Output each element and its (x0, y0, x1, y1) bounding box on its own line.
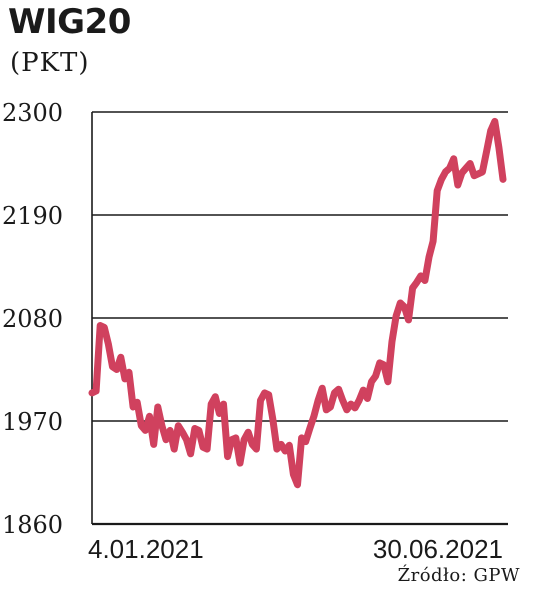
y-tick-label: 1970 (2, 408, 63, 436)
y-tick-label: 2080 (2, 305, 63, 333)
series-layer (88, 117, 507, 489)
x-tick-label: 4.01.2021 (88, 534, 204, 564)
y-tick-label: 1860 (2, 511, 63, 539)
x-axis-ticks: 4.01.2021 30.06.2021 (88, 534, 503, 564)
chart-subtitle: (PKT) (10, 48, 90, 78)
y-tick-label: 2190 (2, 202, 63, 230)
series-line (88, 117, 507, 489)
gridlines (91, 111, 508, 526)
chart-title: WIG20 (8, 2, 131, 42)
source-note: Źródło: GPW (397, 565, 520, 586)
x-tick-label: 30.06.2021 (373, 534, 503, 564)
y-axis-ticks: 2300 2190 2080 1970 1860 (2, 99, 63, 539)
y-tick-label: 2300 (2, 99, 63, 127)
